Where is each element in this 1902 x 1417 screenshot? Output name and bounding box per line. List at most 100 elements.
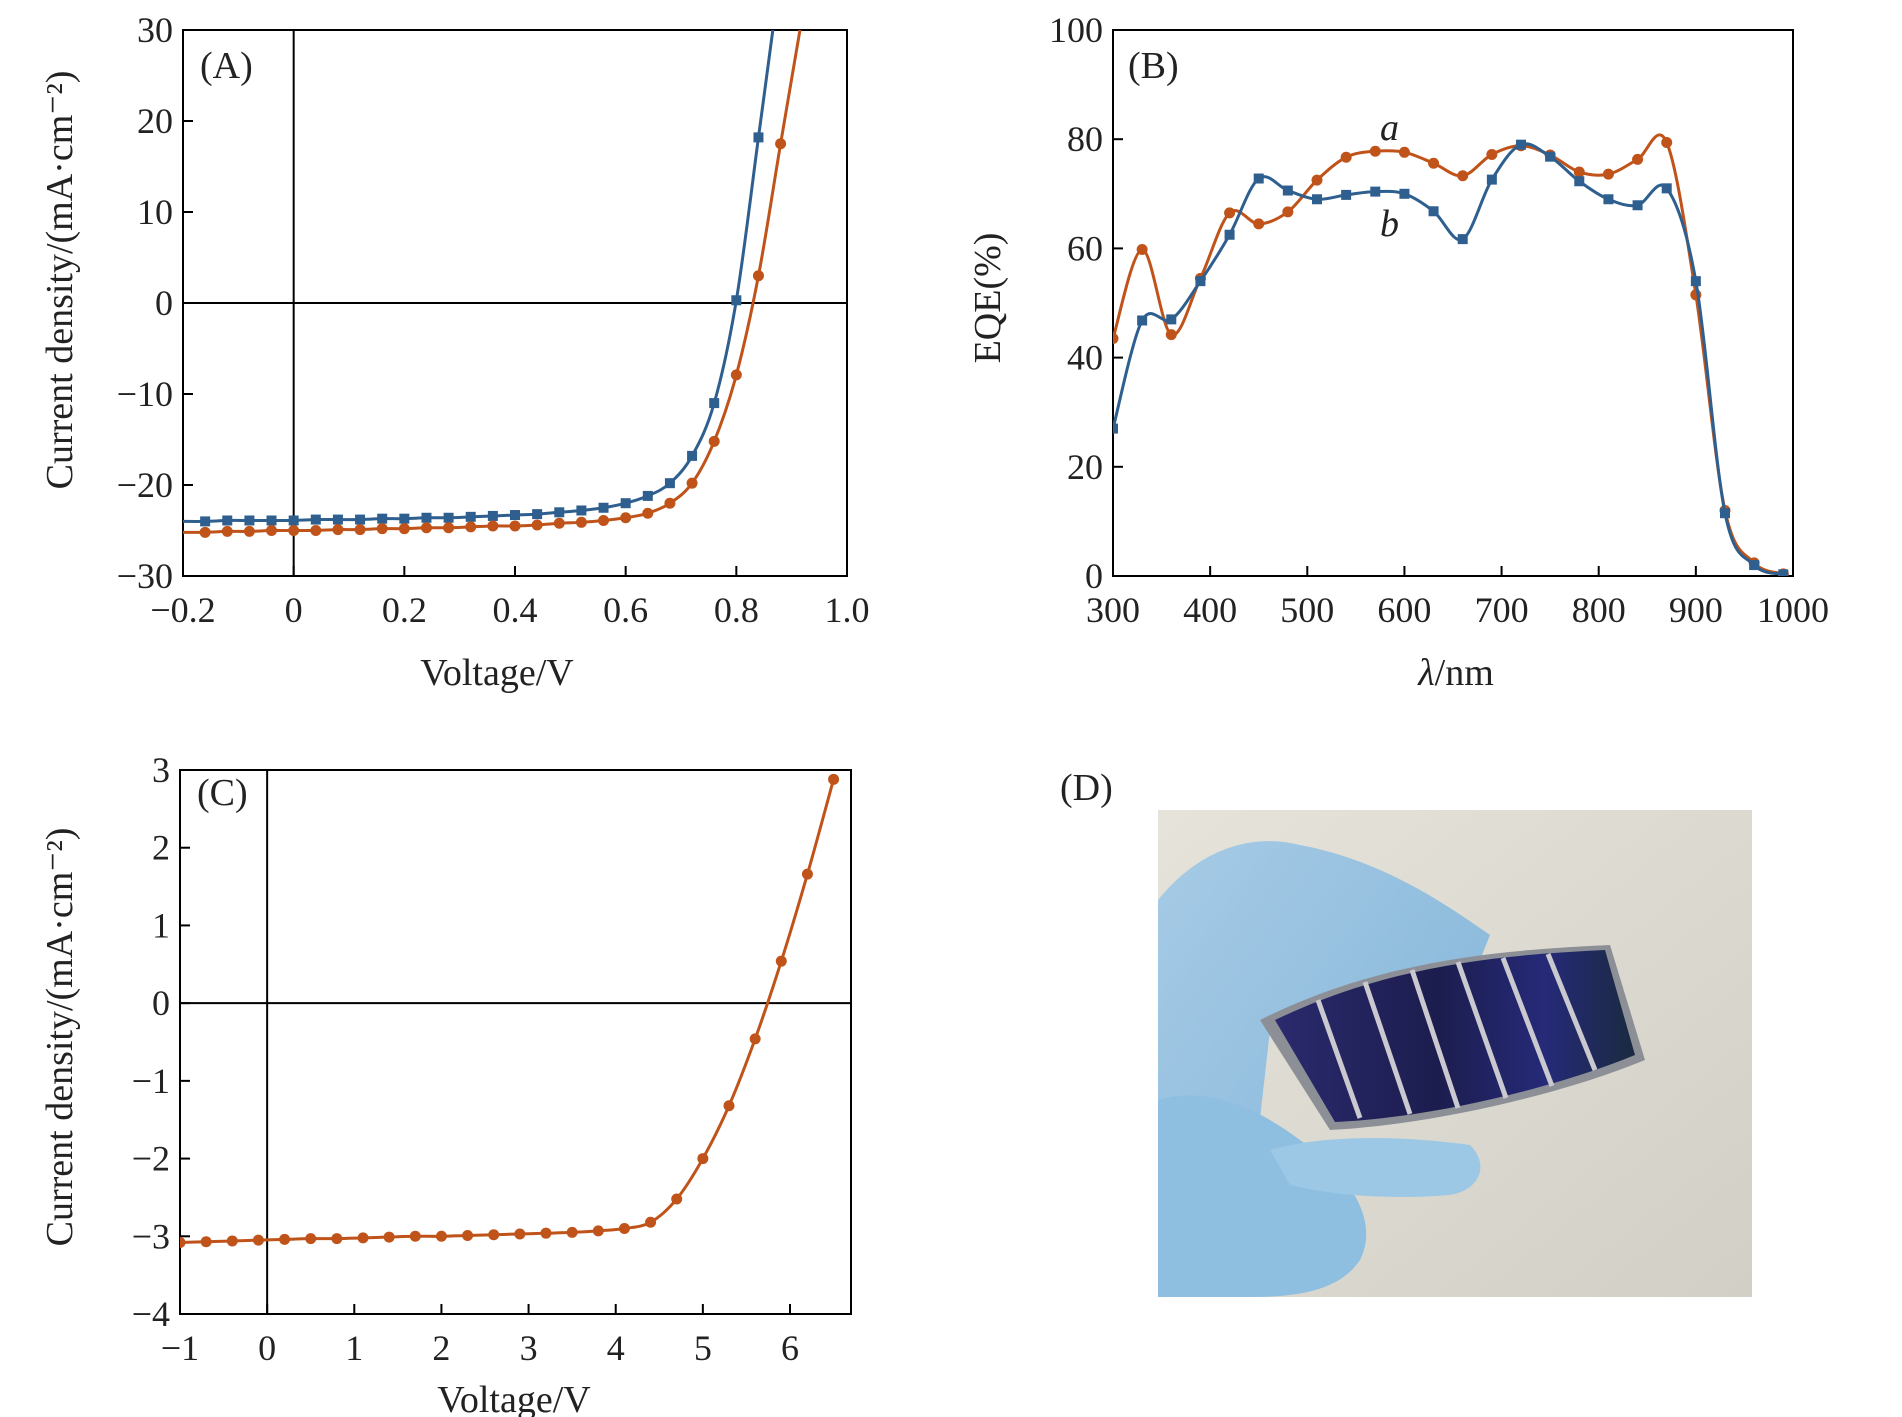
panel-c-axes: −1 0 1 2 3 4 5 6 −4 −3 −2 −1 0 1 2 3 <box>132 750 852 1368</box>
panel-b-xtick-label: 400 <box>1183 590 1237 630</box>
panel-a-xtick-label: 1.0 <box>825 590 870 630</box>
panel-a-series-0-point <box>554 507 565 518</box>
panel-b-series-1-point <box>1632 200 1643 211</box>
panel-b-xtick-label: 600 <box>1377 590 1431 630</box>
solar-cell-photo <box>1158 810 1752 1297</box>
panel-b-series <box>1113 133 1789 576</box>
panel-a-xlabel: Voltage/V <box>420 652 574 694</box>
panel-b-series-1-point <box>1282 185 1293 196</box>
panel-b-series-1-point <box>1545 151 1556 162</box>
panel-a-series-1-point <box>752 270 764 282</box>
panel-a-ytick-label: 30 <box>137 10 173 50</box>
panel-b-ytick-label: 20 <box>1067 447 1103 487</box>
panel-c-series-0-point <box>305 1233 317 1245</box>
panel-c-series-0-point <box>462 1230 474 1242</box>
panel-b-xtick-label: 900 <box>1669 590 1723 630</box>
panel-b-series-0-point <box>1486 148 1498 160</box>
panel-a-series-1-point <box>443 522 455 534</box>
panel-b-xtick-label: 300 <box>1086 590 1140 630</box>
panel-b-series-0-point <box>1282 206 1294 218</box>
panel-c-series-0-point <box>252 1234 264 1246</box>
panel-c-xlabel: Voltage/V <box>437 1379 591 1417</box>
panel-b-series-1-point <box>1370 186 1381 197</box>
panel-a-xtick-label: 0.6 <box>603 590 648 630</box>
panel-a-ytick-label: 10 <box>137 192 173 232</box>
panel-b-series-1-point <box>1516 139 1526 150</box>
panel-b-series-1-point <box>1574 176 1585 187</box>
panel-a-series-0-point <box>377 513 388 524</box>
panel-b-series-0-point <box>1573 166 1585 178</box>
panel-b-series-1-point <box>1113 423 1118 434</box>
panel-c-series-0-point <box>435 1230 447 1242</box>
panel-c-series-0-point <box>200 1236 212 1248</box>
panel-a-series <box>183 30 802 538</box>
panel-c-series-0-point <box>279 1233 291 1245</box>
panel-a-series-1-point <box>465 521 477 533</box>
panel-b-series-0-point <box>1113 332 1119 344</box>
panel-b-series-1-point <box>1428 206 1439 217</box>
panel-a-series-0-point <box>465 511 476 522</box>
panel-a-series-0-point <box>532 509 543 520</box>
panel-b-ytick-label: 80 <box>1067 119 1103 159</box>
panel-a-series-0-point <box>399 513 410 524</box>
panel-b-series-1-point <box>1224 229 1235 240</box>
panel-a-series-0-point <box>576 505 587 516</box>
panel-d-label: (D) <box>1060 767 1113 809</box>
panel-c-xtick-label: 1 <box>345 1328 363 1368</box>
panel-c-ylabel: Current density/(mA·cm⁻²) <box>39 828 81 1247</box>
panel-b-series-1-point <box>1312 194 1322 205</box>
panel-a-series-0-point <box>244 515 255 526</box>
panel-b-ytick-label: 0 <box>1085 556 1103 596</box>
panel-c-series-0-point <box>226 1235 238 1247</box>
panel-c-ytick-label: −1 <box>132 1061 170 1101</box>
panel-c-series-0-line <box>180 778 836 1244</box>
panel-a-series-1-point <box>243 525 255 537</box>
panel-b-series-0-point <box>1369 145 1381 157</box>
panel-c-ytick-label: −3 <box>132 1216 170 1256</box>
panel-a-series-1-point <box>664 497 676 509</box>
panel-a-series-0-point <box>664 478 675 489</box>
panel-b-series-1-point <box>1486 174 1497 185</box>
panel-c-series-0-point <box>671 1193 683 1205</box>
panel-a-series-0-point <box>598 502 609 513</box>
panel-c-series-0-point <box>357 1232 369 1244</box>
panel-a-ylabel: Current density/(mA·cm⁻²) <box>39 71 81 490</box>
panel-b-series-0-point <box>1661 136 1673 148</box>
panel-a-series-1-point <box>642 507 654 519</box>
panel-a-series-1-line <box>183 30 802 534</box>
panel-b-series-1-point <box>1399 188 1410 199</box>
panel-a-series-1-point <box>708 435 720 447</box>
panel-a-label: (A) <box>200 45 253 87</box>
panel-c-series-0-point <box>514 1228 526 1240</box>
panel-b-xtick-label: 800 <box>1572 590 1626 630</box>
panel-a-xtick-label: 0.4 <box>493 590 538 630</box>
panel-c-series-0-point <box>618 1223 630 1235</box>
panel-a-series-1-point <box>620 512 632 524</box>
panel-c-ytick-label: 3 <box>152 750 170 790</box>
panel-a: −0.2 0 0.2 0.4 0.6 0.8 1.0 −30 −20 −10 0 10 20 30 (A)… <box>39 10 870 694</box>
panel-c-series-0-point <box>592 1225 604 1237</box>
panel-a-series-1-point <box>332 524 344 536</box>
panel-b-label: (B) <box>1128 45 1179 87</box>
panel-b-series-1-point <box>1603 194 1614 205</box>
panel-a-series-1-point <box>354 524 366 536</box>
panel-c-ytick-label: 0 <box>152 983 170 1023</box>
panel-a-series-0-point <box>200 516 211 527</box>
panel-a-series-1-point <box>553 517 565 529</box>
panel-c: −1 0 1 2 3 4 5 6 −4 −3 −2 −1 0 1 2 3 (C) Voltage/V Curr… <box>39 750 852 1417</box>
panel-a-xtick-label: −0.2 <box>150 590 215 630</box>
panel-a-series-1-point <box>199 526 211 538</box>
panel-a-series-0-line <box>183 30 775 523</box>
panel-a-series-1-point <box>310 525 322 536</box>
panel-c-series-0-point <box>488 1229 500 1241</box>
panel-b-series-1-point <box>1253 173 1264 184</box>
panel-c-series-0-point <box>331 1233 343 1245</box>
panel-c-ytick-label: −4 <box>132 1294 170 1334</box>
panel-a-series-1-point <box>598 514 610 526</box>
panel-a-series-0-point <box>687 450 698 461</box>
panel-a-ytick-label: 20 <box>137 101 173 141</box>
panel-c-series-0-point <box>775 955 787 967</box>
panel-a-series-0-point <box>332 514 343 525</box>
panel-a-ytick-label: 0 <box>155 283 173 323</box>
